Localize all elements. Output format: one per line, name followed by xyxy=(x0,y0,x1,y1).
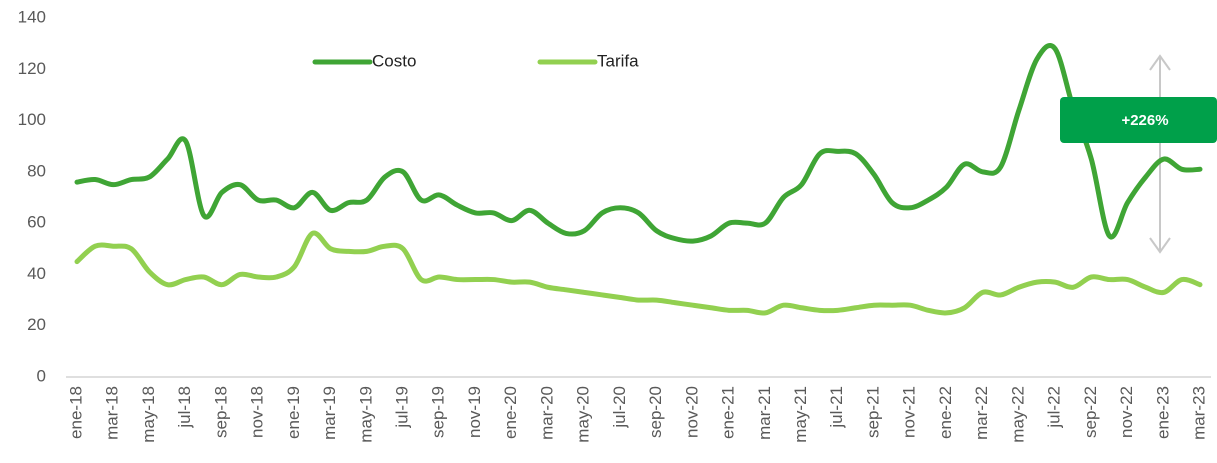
y-tick-label: 60 xyxy=(27,213,46,232)
y-tick-label: 100 xyxy=(18,110,46,129)
y-tick-label: 120 xyxy=(18,59,46,78)
y-tick-label: 80 xyxy=(27,161,46,180)
legend-label: Costo xyxy=(372,51,416,70)
x-tick-label: sep-21 xyxy=(863,386,882,438)
x-tick-label: mar-21 xyxy=(755,386,774,440)
y-tick-label: 20 xyxy=(27,315,46,334)
x-tick-label: mar-19 xyxy=(320,386,339,440)
arrow-head xyxy=(1149,54,1171,71)
x-tick-label: mar-22 xyxy=(972,386,991,440)
x-tick-label: ene-22 xyxy=(936,386,955,439)
x-tick-label: nov-20 xyxy=(682,386,701,438)
annotation-box xyxy=(1060,97,1217,143)
x-tick-label: nov-21 xyxy=(900,386,919,438)
y-tick-label: 0 xyxy=(37,366,46,385)
x-tick-label: jul-22 xyxy=(1045,386,1064,429)
legend-label: Tarifa xyxy=(597,51,639,70)
x-tick-label: nov-18 xyxy=(248,386,267,438)
x-tick-label: ene-23 xyxy=(1153,386,1172,439)
line-series xyxy=(74,230,1203,316)
x-tick-label: may-20 xyxy=(574,386,593,443)
x-tick-label: sep-20 xyxy=(646,386,665,438)
annotation-label: +226% xyxy=(1121,112,1168,129)
x-tick-label: ene-21 xyxy=(719,386,738,439)
x-tick-label: ene-20 xyxy=(501,386,520,439)
x-tick-label: nov-22 xyxy=(1117,386,1136,438)
x-tick-label: sep-22 xyxy=(1081,386,1100,438)
line-series xyxy=(74,43,1203,244)
x-tick-label: may-18 xyxy=(139,386,158,443)
x-tick-label: may-21 xyxy=(791,386,810,443)
x-tick-label: jul-21 xyxy=(827,386,846,429)
x-tick-label: may-22 xyxy=(1008,386,1027,443)
x-tick-label: ene-19 xyxy=(284,386,303,439)
x-tick-label: jul-19 xyxy=(393,386,412,429)
y-tick-label: 40 xyxy=(27,264,46,283)
x-tick-label: mar-20 xyxy=(537,386,556,440)
x-tick-label: ene-18 xyxy=(66,386,85,439)
x-tick-label: nov-19 xyxy=(465,386,484,438)
x-tick-label: sep-19 xyxy=(429,386,448,438)
x-tick-label: mar-18 xyxy=(103,386,122,440)
x-tick-label: may-19 xyxy=(356,386,375,443)
x-tick-label: sep-18 xyxy=(211,386,230,438)
x-tick-label: jul-20 xyxy=(610,386,629,429)
x-tick-label: mar-23 xyxy=(1189,386,1208,440)
arrow-head xyxy=(1149,237,1171,254)
x-tick-label: jul-18 xyxy=(175,386,194,429)
y-tick-label: 140 xyxy=(18,7,46,26)
